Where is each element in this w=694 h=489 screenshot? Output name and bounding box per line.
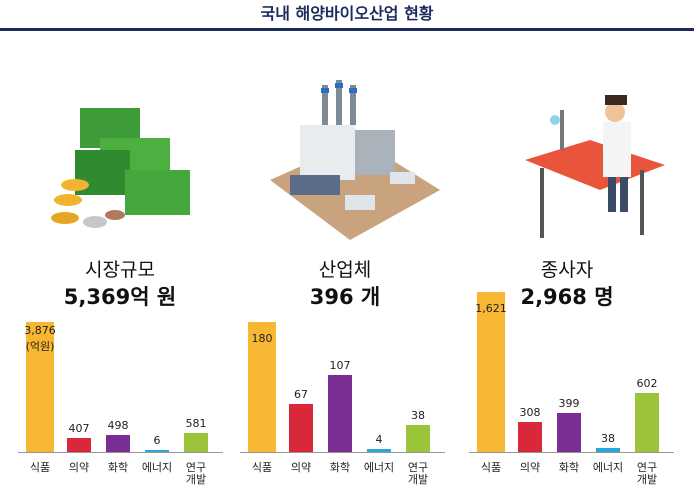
value-label: 1,621: [475, 302, 507, 315]
bar: [145, 450, 169, 452]
value-label: 399: [558, 396, 580, 410]
lab-illustration: [525, 95, 665, 238]
category-label: 식품: [480, 461, 502, 474]
page-title: 국내 해양바이오산업 현황: [260, 4, 434, 23]
value-label: 6: [153, 434, 161, 447]
bar: [557, 412, 581, 452]
value-label: 581: [185, 416, 207, 430]
unit-label: (억원): [25, 340, 55, 353]
value-label: 4: [375, 433, 383, 447]
category-label: 연구 개발: [185, 461, 207, 486]
category-label: 연구 개발: [407, 461, 429, 486]
bar: [367, 449, 391, 452]
category-label: 화학: [558, 461, 580, 474]
category-label: 화학: [107, 461, 129, 474]
category-label: 에너지: [363, 461, 395, 474]
baseline: [18, 452, 223, 453]
bar: [477, 292, 505, 452]
category-label: 의약: [290, 461, 312, 474]
value-label: 107: [329, 358, 351, 372]
money-illustration: [51, 108, 190, 228]
panel-subtitle: 396 개: [309, 285, 381, 309]
baseline: [240, 452, 445, 453]
bar: [248, 322, 276, 452]
category-label: 식품: [29, 461, 51, 474]
value-label: 3,876: [24, 324, 56, 337]
category-label: 에너지: [592, 461, 624, 474]
value-label: 407: [68, 422, 90, 436]
category-label: 식품: [251, 461, 273, 474]
value-label: 67: [294, 387, 308, 401]
bar: [184, 432, 208, 452]
value-label: 38: [411, 408, 425, 422]
category-label: 의약: [68, 461, 90, 474]
value-label: 180: [251, 332, 273, 345]
factory-illustration: [270, 80, 440, 240]
panel-subtitle: 5,369억 원: [63, 285, 177, 309]
bar: [328, 374, 352, 452]
bar: [26, 322, 54, 452]
category-label: 에너지: [141, 461, 173, 474]
bar: [518, 421, 542, 452]
value-label: 38: [601, 432, 615, 446]
value-label: 498: [107, 419, 129, 433]
category-label: 의약: [519, 461, 541, 474]
bar: [406, 424, 430, 452]
bar: [635, 392, 659, 452]
value-label: 308: [519, 405, 541, 419]
panel-subtitle: 2,968 명: [520, 285, 614, 309]
bar: [106, 435, 130, 452]
bar: [596, 448, 620, 452]
category-label: 연구 개발: [636, 461, 658, 486]
bar: [67, 438, 91, 452]
category-label: 화학: [329, 461, 351, 474]
bar: [289, 403, 313, 452]
panel-title: 종사자: [540, 259, 594, 281]
value-label: 602: [636, 376, 658, 390]
panel-title: 시장규모: [85, 259, 155, 281]
panel-title: 산업체: [318, 259, 372, 281]
baseline: [469, 452, 674, 453]
title-rule: [0, 28, 694, 31]
